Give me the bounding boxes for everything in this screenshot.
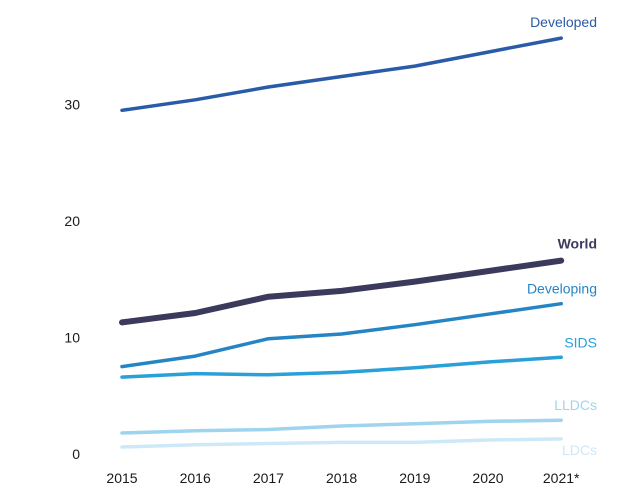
x-tick-label: 2021* — [543, 470, 580, 486]
series-line-sids — [120, 355, 563, 379]
series-line-lldcs — [120, 418, 563, 435]
series-label-developing: Developing — [527, 281, 597, 297]
x-tick-label: 2016 — [180, 470, 211, 486]
y-tick-label: 10 — [64, 330, 80, 346]
series-line-ldcs — [120, 437, 563, 449]
x-tick-label: 2018 — [326, 470, 357, 486]
x-tick-label: 2015 — [106, 470, 137, 486]
series-line-developing — [120, 301, 563, 369]
series-line-world — [119, 257, 565, 326]
series-label-developed: Developed — [530, 14, 597, 30]
x-tick-label: 2020 — [472, 470, 503, 486]
series-label-sids: SIDS — [564, 334, 597, 350]
x-tick-label: 2017 — [253, 470, 284, 486]
series-label-world: World — [558, 236, 597, 252]
series-line-developed — [120, 36, 563, 113]
x-tick-label: 2019 — [399, 470, 430, 486]
series-label-ldcs: LDCs — [562, 442, 597, 458]
y-tick-label: 30 — [64, 97, 80, 113]
y-tick-label: 20 — [64, 213, 80, 229]
series-label-lldcs: LLDCs — [554, 397, 597, 413]
y-tick-label: 0 — [72, 446, 80, 462]
